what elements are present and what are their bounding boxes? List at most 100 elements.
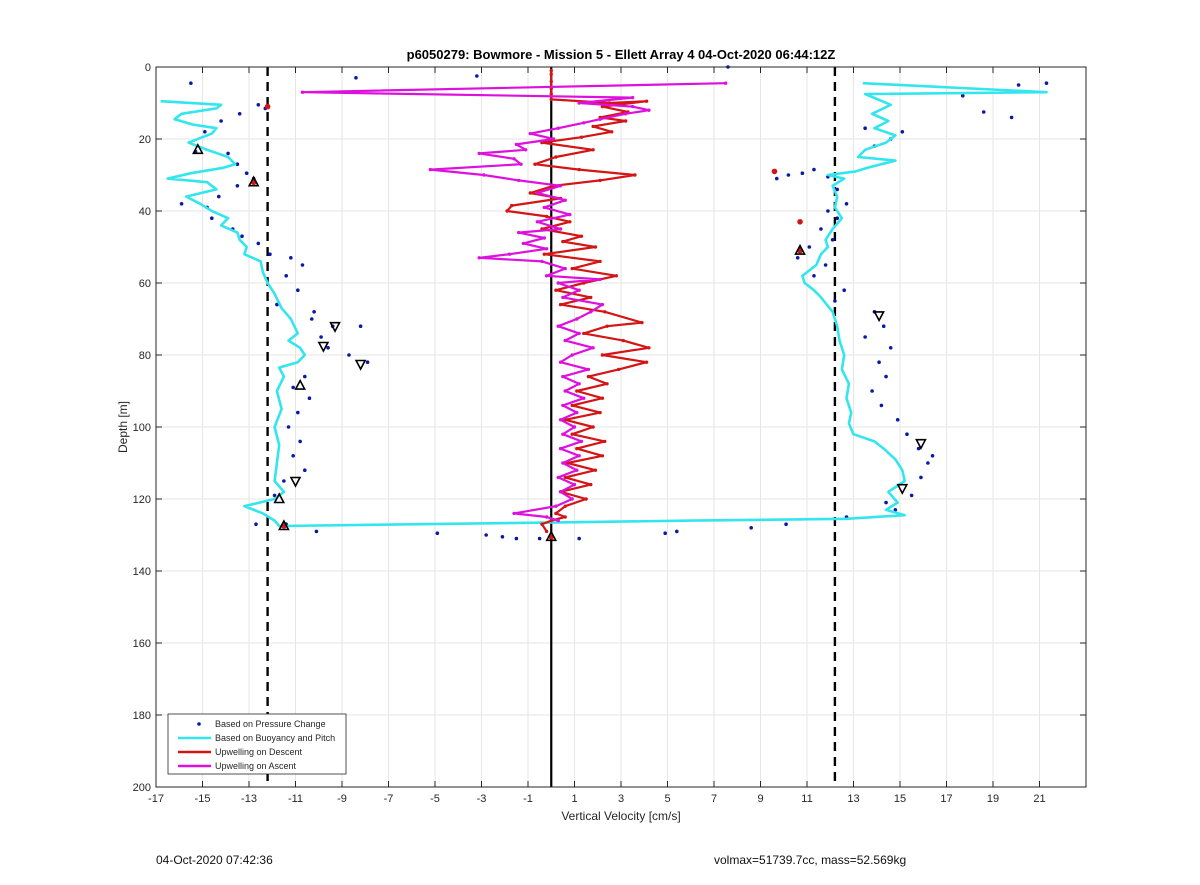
x-tick-label: -7 <box>384 793 394 805</box>
pressure-point <box>844 202 849 206</box>
series-marker <box>300 90 305 94</box>
series-marker <box>633 173 637 177</box>
triangle-up-marker <box>273 492 286 504</box>
series-marker <box>598 277 602 282</box>
pressure-point <box>784 522 788 526</box>
series-marker <box>517 230 521 235</box>
pressure-point <box>823 263 828 267</box>
pressure-point <box>835 216 840 220</box>
legend-label-pressure: Based on Pressure Change <box>215 719 326 729</box>
pressure-point <box>298 439 302 444</box>
pressure-point <box>774 176 779 181</box>
series-marker <box>558 184 563 188</box>
series-marker <box>510 203 514 208</box>
series-marker <box>561 432 565 436</box>
series-marker <box>600 104 605 109</box>
series-marker <box>591 425 595 429</box>
pressure-point <box>1016 83 1021 87</box>
pressure-point <box>303 374 307 379</box>
pressure-point <box>884 374 888 379</box>
pressure-point <box>863 126 867 130</box>
pressure-point <box>863 335 867 339</box>
x-tick-label: 9 <box>757 793 763 805</box>
pressure-point <box>365 360 370 365</box>
triangle-down-marker <box>354 359 367 371</box>
red-dot-marker <box>264 103 271 110</box>
series-marker <box>551 137 556 141</box>
pressure-point <box>210 216 214 220</box>
series-marker <box>593 468 598 472</box>
series-marker <box>598 259 602 264</box>
series-marker <box>577 167 581 172</box>
series-marker <box>577 331 581 336</box>
series-marker <box>647 108 651 112</box>
series-marker <box>600 353 605 357</box>
pressure-point <box>272 493 277 498</box>
pressure-point <box>235 162 240 166</box>
pressure-point <box>537 536 542 541</box>
series-marker <box>477 256 481 260</box>
series-marker <box>591 124 595 129</box>
pressure-point <box>240 234 244 238</box>
series-marker <box>561 295 565 300</box>
y-tick-label: 100 <box>133 422 151 434</box>
series-marker <box>558 360 563 364</box>
x-tick-label: -15 <box>195 793 211 805</box>
series-marker <box>605 382 609 386</box>
pressure-point <box>909 493 914 498</box>
legend-label-ascent: Upwelling on Ascent <box>215 761 297 771</box>
series-marker <box>533 162 537 166</box>
series-marker <box>598 178 602 183</box>
series-marker <box>558 418 563 422</box>
series-marker <box>582 281 586 285</box>
series-marker <box>514 142 519 147</box>
pressure-point <box>312 310 316 314</box>
x-tick-label: -11 <box>288 793 303 805</box>
x-tick-label: -17 <box>148 793 164 805</box>
series-marker <box>556 126 560 130</box>
y-tick-label: 80 <box>139 350 151 362</box>
series-marker <box>577 382 581 386</box>
pressure-point <box>296 410 300 415</box>
legend-item-ascent: Upwelling on Ascent <box>178 761 297 771</box>
x-tick-label: 5 <box>664 793 670 805</box>
series-marker <box>575 468 579 472</box>
series-marker <box>572 425 577 429</box>
series-marker <box>591 148 595 152</box>
series-marker <box>482 173 486 177</box>
pressure-point <box>500 535 505 539</box>
series-marker <box>579 234 584 238</box>
pressure-point <box>358 324 363 329</box>
series-marker <box>554 504 558 508</box>
pressure-point <box>842 288 846 293</box>
series-marker <box>563 515 567 519</box>
series-marker <box>593 245 598 249</box>
series-marker <box>600 396 605 400</box>
pressure-point <box>663 531 667 535</box>
pressure-point <box>354 76 358 80</box>
series-marker <box>558 490 563 494</box>
triangle-down-marker <box>873 311 885 323</box>
series-marker <box>519 162 523 166</box>
legend-label-buoyancy: Based on Buoyancy and Pitch <box>215 733 335 743</box>
triangle-down-marker <box>329 321 341 333</box>
series-marker <box>561 403 565 408</box>
pressure-point <box>879 403 884 408</box>
series-marker <box>589 295 593 300</box>
series-marker <box>570 497 574 501</box>
series-marker <box>556 281 560 285</box>
pressure-point <box>819 227 823 231</box>
marker-layer <box>192 103 927 542</box>
series-marker <box>598 410 602 415</box>
triangle-up-marker <box>247 175 260 187</box>
pressure-point <box>244 171 249 175</box>
triangle-down-marker <box>289 476 302 488</box>
series-marker <box>556 518 560 523</box>
series-marker <box>563 389 567 393</box>
pressure-point <box>289 255 293 260</box>
series-line-based-on-buoyancy-and-pitch <box>160 81 1048 528</box>
pressure-point <box>675 529 679 534</box>
pressure-point <box>300 263 305 267</box>
series-marker <box>614 274 619 278</box>
